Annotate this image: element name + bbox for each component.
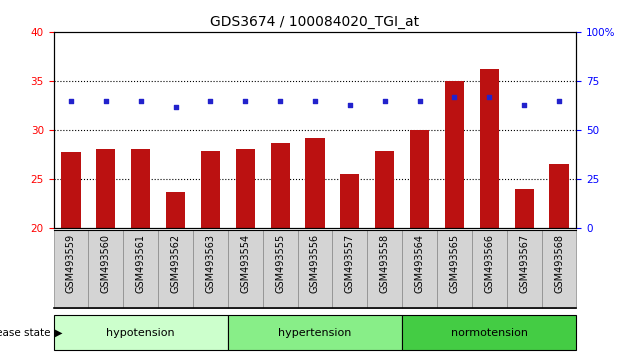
Bar [201, 151, 220, 228]
Point [135, 98, 146, 103]
Bar [270, 143, 290, 228]
Text: GSM493567: GSM493567 [519, 234, 529, 293]
Bar [158, 230, 193, 308]
Point [171, 104, 181, 109]
Text: GSM493557: GSM493557 [345, 234, 355, 293]
Title: GDS3674 / 100084020_TGI_at: GDS3674 / 100084020_TGI_at [210, 16, 420, 29]
Point [554, 98, 564, 103]
Point [101, 98, 111, 103]
Text: GSM493554: GSM493554 [240, 234, 250, 293]
Bar [479, 69, 499, 228]
Bar [306, 138, 324, 228]
Bar [445, 81, 464, 228]
Text: hypertension: hypertension [278, 328, 352, 338]
Bar [228, 230, 263, 308]
Bar [437, 230, 472, 308]
Bar [166, 192, 185, 228]
Bar [340, 174, 360, 228]
Bar [61, 152, 81, 228]
Bar [507, 230, 542, 308]
Point [310, 98, 320, 103]
Point [449, 94, 459, 99]
Text: GSM493558: GSM493558 [380, 234, 390, 293]
Text: GSM493563: GSM493563 [205, 234, 215, 293]
Text: ▶: ▶ [55, 328, 62, 338]
Bar [228, 315, 402, 350]
Point [66, 98, 76, 103]
Text: GSM493559: GSM493559 [66, 234, 76, 293]
Text: GSM493565: GSM493565 [449, 234, 459, 293]
Point [415, 98, 425, 103]
Text: GSM493568: GSM493568 [554, 234, 564, 293]
Bar [333, 230, 367, 308]
Bar [193, 230, 228, 308]
Text: GSM493564: GSM493564 [415, 234, 425, 293]
Text: GSM493562: GSM493562 [171, 234, 181, 293]
Text: GSM493555: GSM493555 [275, 234, 285, 293]
Bar [375, 151, 394, 228]
Bar [54, 315, 228, 350]
Bar [542, 230, 576, 308]
Point [240, 98, 250, 103]
Bar [236, 149, 255, 228]
Text: hypotension: hypotension [106, 328, 175, 338]
Point [345, 102, 355, 107]
Bar [123, 230, 158, 308]
Bar [88, 230, 123, 308]
Point [484, 94, 495, 99]
Text: GSM493561: GSM493561 [135, 234, 146, 293]
Point [275, 98, 285, 103]
Bar [131, 149, 151, 228]
Bar [263, 230, 297, 308]
Point [380, 98, 390, 103]
Text: GSM493566: GSM493566 [484, 234, 495, 293]
Text: normotension: normotension [451, 328, 528, 338]
Text: GSM493560: GSM493560 [101, 234, 111, 293]
Bar [402, 315, 576, 350]
Bar [297, 230, 333, 308]
Bar [96, 149, 115, 228]
Point [519, 102, 529, 107]
Text: disease state: disease state [0, 328, 50, 338]
Bar [515, 189, 534, 228]
Bar [54, 230, 88, 308]
Text: GSM493556: GSM493556 [310, 234, 320, 293]
Point [205, 98, 215, 103]
Bar [549, 165, 569, 228]
Bar [402, 230, 437, 308]
Bar [410, 130, 429, 228]
Bar [472, 230, 507, 308]
Bar [367, 230, 402, 308]
